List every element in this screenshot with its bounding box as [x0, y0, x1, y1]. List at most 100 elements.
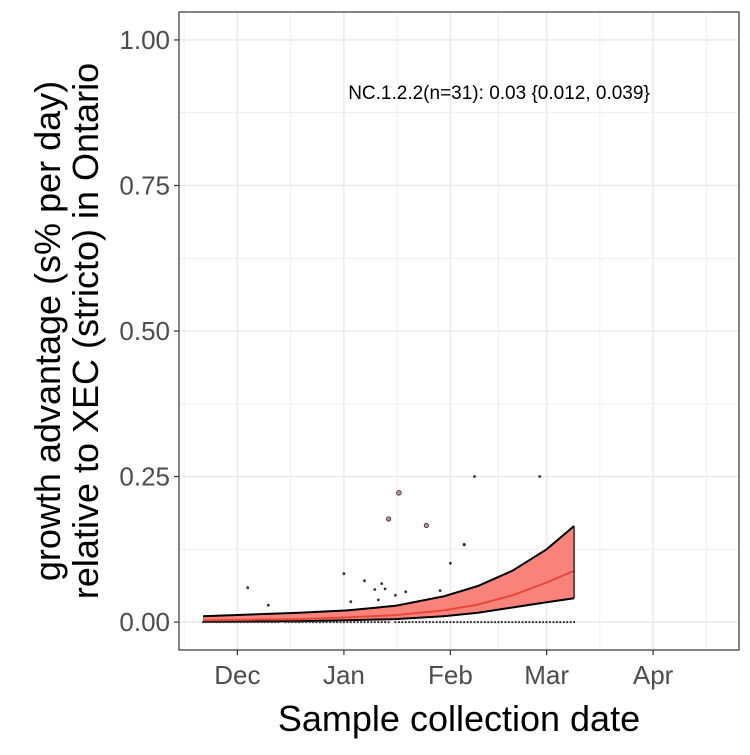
zero-observation-point — [524, 621, 528, 624]
zero-observation-point — [267, 621, 270, 624]
observation-point — [462, 543, 466, 547]
zero-observation-point — [243, 621, 246, 624]
zero-observation-point — [445, 621, 449, 624]
zero-observation-point — [380, 621, 383, 624]
zero-observation-point — [548, 621, 552, 624]
zero-observation-point — [528, 621, 531, 624]
zero-observation-point — [562, 621, 565, 624]
observation-point — [266, 603, 270, 607]
zero-observation-point — [305, 621, 308, 624]
zero-observation-point — [569, 621, 572, 624]
x-tick-label: Feb — [428, 660, 473, 690]
zero-observation-point — [559, 621, 562, 624]
zero-observation-point — [291, 621, 294, 624]
zero-observation-point — [514, 621, 517, 624]
upper-bound-line — [202, 525, 575, 618]
plot-data — [201, 475, 576, 624]
zero-observation-point — [384, 621, 387, 624]
zero-observation-point — [308, 621, 311, 624]
zero-observation-point — [250, 621, 253, 624]
zero-observation-point — [315, 621, 318, 624]
zero-observation-point — [226, 621, 229, 624]
zero-observation-point — [555, 621, 559, 624]
zero-observation-point — [411, 621, 414, 624]
zero-observation-point — [232, 621, 236, 624]
zero-observation-point — [518, 621, 521, 624]
zero-observation-point — [494, 621, 497, 624]
zero-observation-point — [404, 621, 407, 624]
zero-observation-point — [418, 621, 421, 624]
zero-observation-point — [274, 621, 277, 624]
zero-observation-point — [401, 621, 404, 624]
growth-annotation: NC.1.2.2(n=31): 0.03 {0.012, 0.039} — [348, 83, 650, 104]
zero-observation-point — [500, 621, 503, 624]
zero-observation-point — [353, 621, 356, 624]
zero-observation-point — [329, 621, 332, 624]
zero-observation-point — [490, 621, 493, 624]
observation-point — [449, 561, 452, 565]
zero-observation-point — [504, 621, 507, 624]
zero-observation-point — [435, 621, 438, 624]
zero-observation-point — [236, 621, 239, 624]
zero-observation-point — [270, 621, 273, 624]
zero-observation-point — [439, 621, 442, 624]
zero-observation-point — [573, 621, 576, 624]
zero-observation-point — [287, 621, 290, 624]
zero-observation-point — [277, 621, 280, 624]
zero-observation-point — [318, 621, 321, 624]
y-tick-label: 1.00 — [119, 25, 170, 55]
zero-observation-point — [246, 621, 249, 624]
zero-observation-point — [421, 621, 424, 624]
zero-observation-point — [521, 621, 524, 624]
observation-point — [394, 593, 397, 597]
zero-observation-point — [387, 621, 390, 624]
y-tick-label: 0.25 — [119, 462, 170, 492]
zero-observation-point — [222, 621, 225, 624]
zero-observation-point — [332, 621, 335, 624]
observation-point — [473, 475, 476, 478]
observation-point — [404, 590, 408, 594]
observation-point — [342, 572, 346, 576]
observation-point — [246, 586, 250, 590]
zero-observation-point — [511, 621, 514, 624]
zero-observation-point — [473, 621, 476, 624]
zero-observation-point — [311, 621, 315, 624]
zero-observation-point — [301, 621, 304, 624]
zero-observation-point — [531, 621, 535, 624]
zero-observation-point — [415, 621, 418, 624]
zero-observation-point — [483, 621, 486, 624]
zero-observation-point — [284, 621, 287, 624]
zero-observation-point — [542, 621, 545, 624]
zero-observation-point — [339, 621, 342, 624]
zero-observation-point — [342, 621, 345, 624]
zero-observation-point — [469, 621, 473, 624]
zero-observation-point — [229, 621, 232, 624]
zero-observation-point — [459, 621, 462, 624]
x-axis-title: Sample collection date — [278, 698, 640, 739]
zero-observation-point — [545, 621, 548, 624]
confidence-ribbon — [203, 526, 575, 622]
observation-point — [380, 582, 384, 585]
observation-point — [373, 588, 377, 591]
zero-observation-point — [239, 621, 242, 624]
zero-observation-point — [538, 621, 541, 624]
observation-point — [396, 489, 402, 496]
zero-observation-point — [298, 621, 301, 624]
observation-point — [538, 475, 542, 478]
zero-observation-point — [408, 621, 411, 624]
y-axis-title-line-1: growth advantage (s% per day) — [27, 81, 68, 581]
zero-observation-point — [335, 621, 339, 624]
y-axis-title: growth advantage (s% per day) relative t… — [27, 63, 106, 599]
zero-observation-point — [346, 621, 349, 624]
zero-observation-point — [253, 621, 256, 624]
observation-point — [383, 587, 387, 591]
zero-observation-point — [535, 621, 538, 624]
observation-point — [363, 579, 366, 583]
fit-line — [202, 569, 575, 622]
zero-observation-point — [205, 621, 208, 624]
y-tick-label: 0.50 — [119, 316, 170, 346]
zero-observation-point — [425, 621, 428, 624]
